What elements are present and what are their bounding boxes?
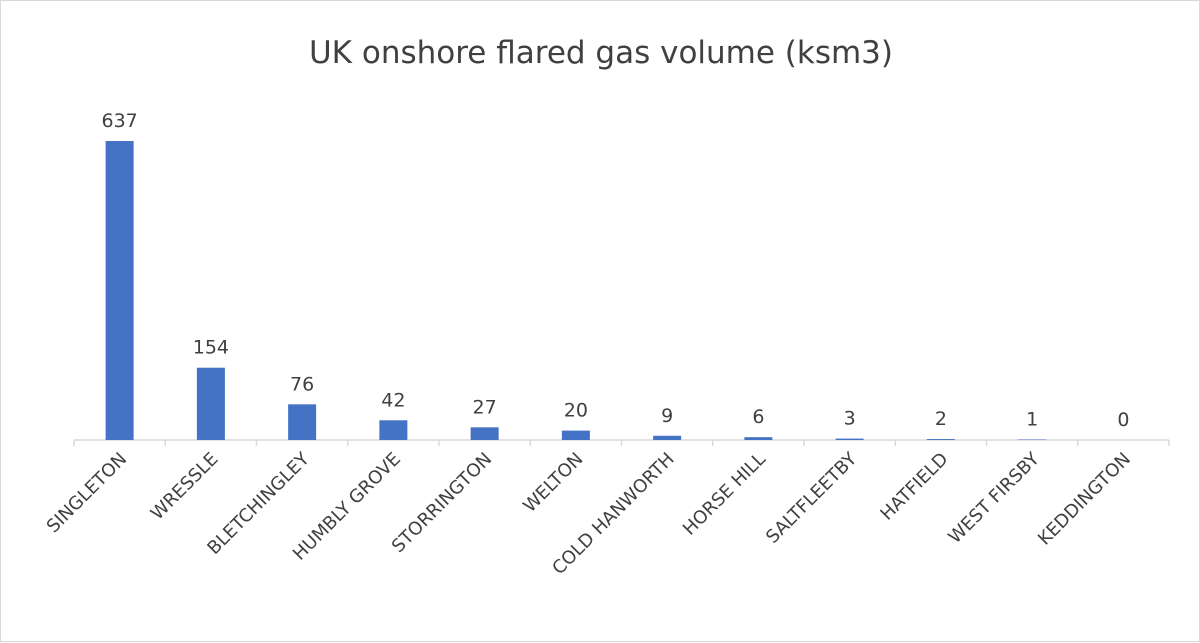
category-label: STORRINGTON [388,449,496,557]
category-label: WEST FIRSBY [944,448,1044,548]
bar-bletchingley [288,404,316,440]
data-label: 154 [193,337,229,359]
bar-storrington [471,427,499,440]
category-label: WELTON [519,449,587,517]
bar-singleton [106,141,134,440]
data-label: 20 [564,400,588,422]
data-label: 27 [473,396,497,418]
category-label: HORSE HILL [679,449,770,540]
category-label: SALTFLEETBY [762,448,862,548]
data-label: 3 [844,408,856,430]
bar-humbly-grove [379,420,407,440]
category-label: WRESSLE [147,449,223,525]
category-label: HATFIELD [876,449,952,525]
category-label: SINGLETON [43,449,132,538]
data-label: 6 [752,406,764,428]
bar-wressle [197,368,225,440]
data-label: 76 [290,373,314,395]
data-label: 1 [1026,409,1038,431]
bar-welton [562,431,590,440]
data-label: 2 [935,408,947,430]
data-label: 0 [1117,409,1129,431]
bar-hatfield [927,439,955,440]
chart-title: UK onshore flared gas volume (ksm3) [309,35,893,71]
data-label: 9 [661,405,673,427]
category-label: KEDDINGTON [1034,449,1135,550]
bar-saltfleetby [836,439,864,440]
bar-cold-hanworth [653,436,681,440]
data-label: 637 [101,110,137,132]
data-label: 42 [381,389,405,411]
bar-horse-hill [744,437,772,440]
